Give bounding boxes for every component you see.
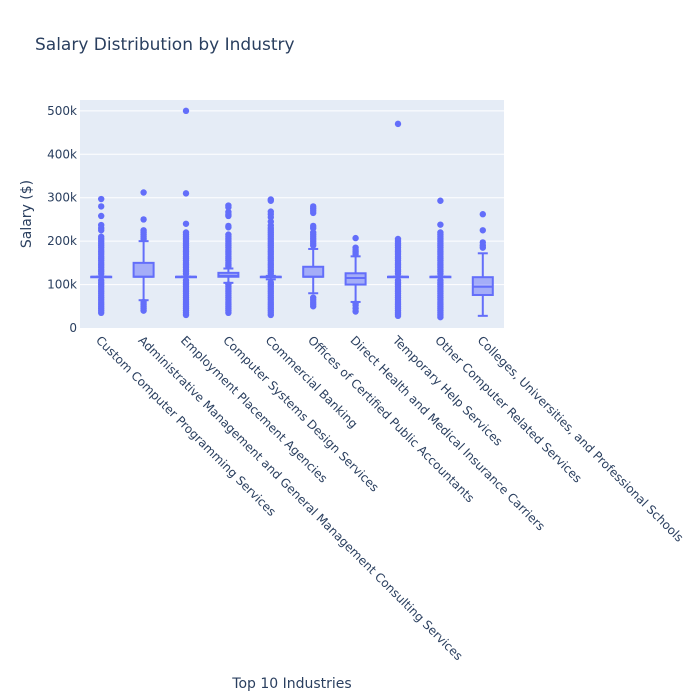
outlier-point — [352, 234, 359, 242]
x-tick-label: Computer Systems Design Services — [220, 333, 381, 494]
outlier-point — [394, 277, 402, 284]
box-4 — [217, 202, 240, 316]
x-tick-label: Colleges, Universities, and Professional… — [475, 333, 686, 544]
outlier-point — [140, 189, 147, 196]
outlier-point — [98, 221, 105, 229]
outlier-point — [182, 190, 190, 197]
outlier-point — [267, 279, 274, 286]
box-2 — [132, 189, 155, 314]
outlier-point — [394, 120, 402, 128]
outlier-point — [182, 220, 190, 227]
box-9 — [429, 197, 452, 321]
y-tick-label: 200k — [47, 234, 77, 248]
box-3 — [175, 107, 197, 319]
outlier-point — [98, 203, 105, 210]
x-tick-label: Direct Health and Medical Insurance Carr… — [347, 333, 547, 533]
outlier-point — [182, 229, 190, 236]
box-8 — [387, 120, 409, 320]
y-tick-label: 0 — [69, 321, 77, 335]
outlier-point — [352, 244, 359, 251]
outlier-point — [225, 222, 232, 230]
outlier-point — [479, 239, 486, 246]
outlier-point — [182, 277, 190, 284]
outlier-point — [437, 221, 444, 228]
outlier-point — [225, 231, 232, 238]
outlier-point — [140, 298, 147, 306]
outlier-point — [225, 202, 232, 209]
y-tick-labels: 0 100k 200k 300k 400k 500k — [47, 104, 77, 335]
outlier-point — [140, 216, 147, 223]
y-axis-title: Salary ($) — [19, 180, 35, 248]
outlier-point — [310, 222, 317, 230]
box-iqr — [132, 261, 155, 278]
outlier-point — [310, 203, 317, 210]
plot-area — [80, 100, 504, 328]
outlier-point — [394, 235, 402, 243]
outlier-point — [479, 211, 486, 218]
box-iqr — [302, 265, 325, 278]
outlier-point — [437, 277, 444, 284]
outlier-point — [225, 208, 232, 216]
y-tick-label: 400k — [47, 147, 77, 161]
box-7 — [344, 234, 367, 315]
y-tick-label: 300k — [47, 191, 77, 205]
box-6 — [302, 203, 325, 310]
x-axis-title: Top 10 Industries — [231, 676, 351, 692]
outlier-point — [140, 227, 147, 234]
outlier-point — [182, 107, 190, 115]
y-tick-label: 500k — [47, 104, 77, 118]
outlier-point — [267, 196, 274, 203]
box-1 — [90, 195, 113, 316]
outlier-point — [437, 197, 444, 204]
box-plots — [90, 107, 494, 321]
y-tick-label: 100k — [47, 278, 77, 292]
outlier-point — [310, 294, 317, 301]
box-10 — [471, 211, 494, 317]
outlier-point — [98, 277, 105, 284]
outlier-point — [98, 195, 105, 203]
outlier-point — [352, 300, 359, 307]
chart-title: Salary Distribution by Industry — [35, 35, 295, 55]
outlier-point — [225, 281, 232, 288]
outlier-point — [479, 227, 486, 234]
outlier-point — [437, 229, 444, 236]
gridlines — [80, 110, 504, 286]
x-tick-labels: Custom Computer Programming ServicesAdmi… — [93, 333, 686, 664]
box-5 — [259, 196, 282, 319]
x-tick-label: Administrative Management and General Ma… — [135, 333, 465, 663]
outlier-point — [98, 212, 105, 220]
outlier-point — [98, 233, 105, 240]
outlier-point — [267, 208, 274, 215]
